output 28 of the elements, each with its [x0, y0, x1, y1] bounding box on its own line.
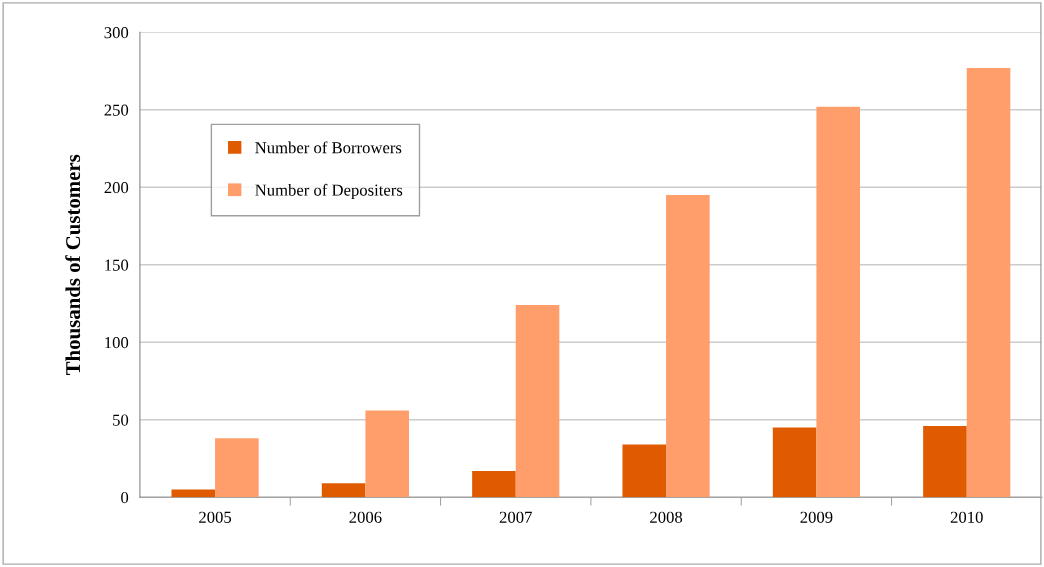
bar	[321, 483, 366, 498]
y-tick-label: 50	[113, 414, 129, 426]
y-axis-title: Thousands of Customers	[65, 154, 81, 376]
x-tick-label: 2005	[199, 511, 232, 523]
x-tick-label: 2008	[650, 511, 683, 523]
bar	[923, 425, 967, 498]
y-tick-label: 300	[104, 27, 129, 39]
y-tick-label: 250	[104, 104, 129, 116]
y-tick-label: 200	[104, 182, 129, 194]
bar	[666, 195, 710, 498]
bar	[622, 444, 667, 498]
legend-label: Number of Depositers	[255, 183, 403, 200]
y-tick-label: 100	[105, 336, 129, 349]
y-tick-label: 150	[105, 259, 129, 271]
bar	[171, 489, 216, 498]
bar	[515, 305, 560, 498]
bar	[365, 410, 409, 498]
bar	[772, 427, 817, 498]
legend-label: Number of Borrowers	[255, 141, 402, 154]
bar	[472, 470, 516, 498]
bar	[816, 106, 861, 498]
x-tick-label: 2010	[950, 511, 983, 523]
bar	[966, 67, 1011, 498]
x-tick-label: 2007	[499, 511, 532, 523]
y-tick-label: 0	[121, 491, 129, 504]
x-tick-label: 2009	[800, 511, 833, 523]
bar	[215, 438, 259, 498]
x-tick-label: 2006	[349, 511, 382, 523]
